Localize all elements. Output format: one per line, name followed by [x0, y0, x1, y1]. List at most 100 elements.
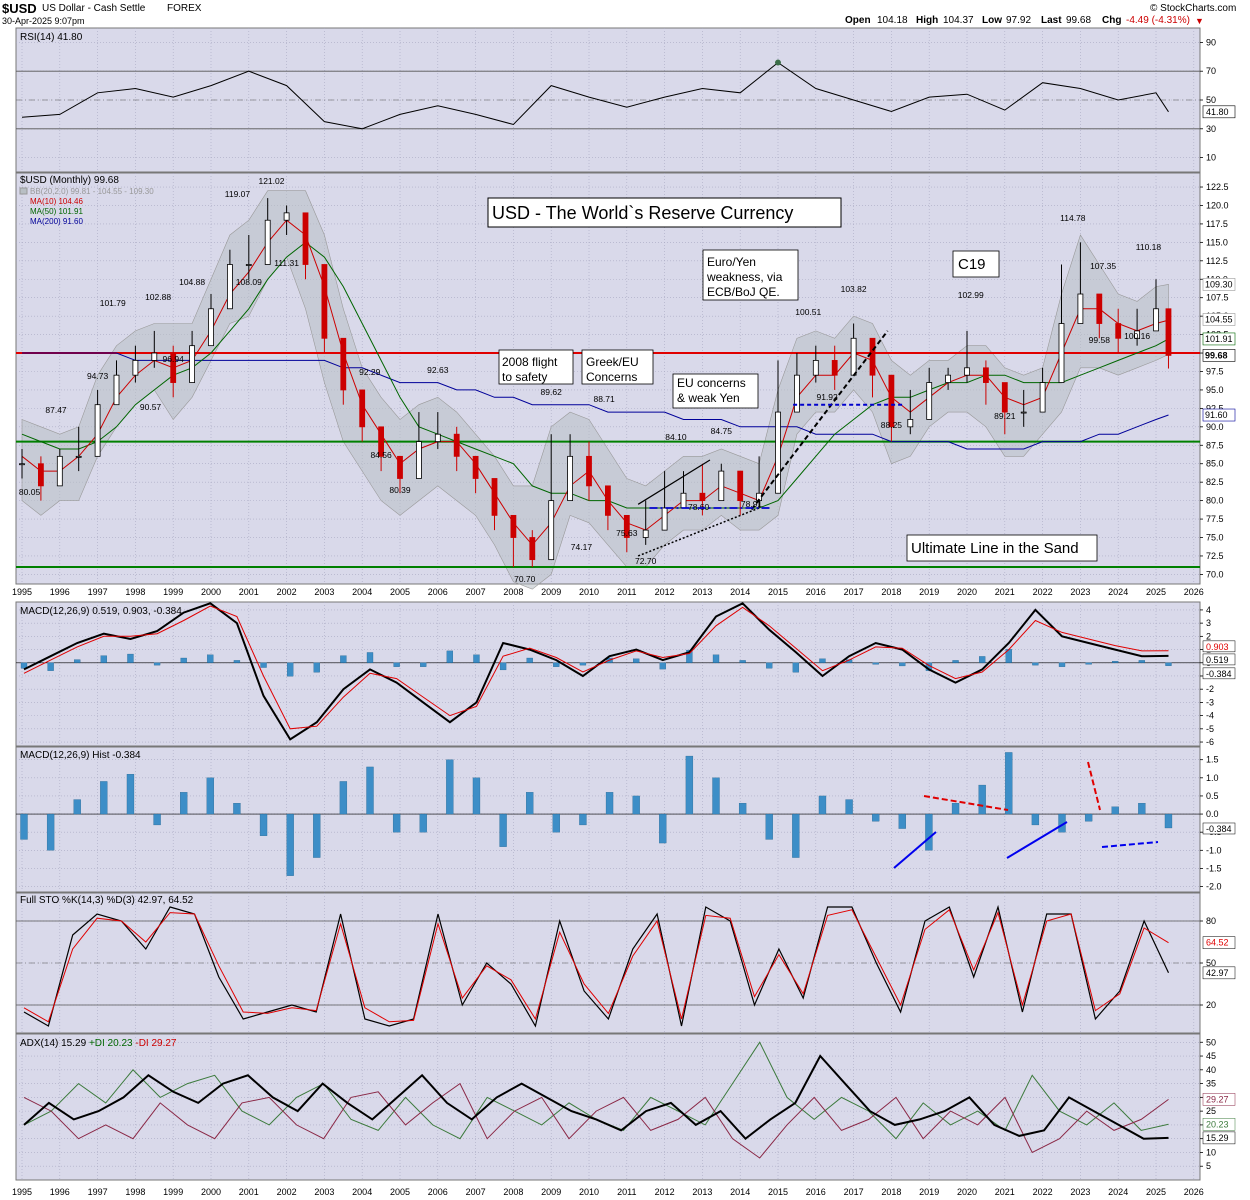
open-label: Open: [845, 15, 871, 26]
adx-panel-bg: [15, 1033, 1201, 1181]
price-legend-item: BB(20,2.0) 99.81 - 104.55 - 109.30: [30, 187, 154, 196]
x-axis-label: 2015: [768, 587, 788, 597]
y-tick-label: 80: [1206, 916, 1216, 926]
price-level-annotation: 99.58: [1089, 335, 1111, 345]
price-candle: [472, 455, 479, 479]
price-level-annotation: 88.71: [593, 394, 615, 404]
last-label: Last: [1041, 15, 1062, 26]
price-label: 101.91: [1205, 334, 1233, 344]
hist-panel-bg: [15, 746, 1201, 893]
price-level-annotation: 102.88: [145, 292, 171, 302]
flight-callout-box: [498, 349, 574, 385]
price-candle: [491, 478, 498, 516]
price-candle: [415, 441, 422, 479]
macd-histogram-bar: [180, 657, 187, 663]
open-value: 104.18: [877, 15, 908, 26]
sto-d-line: [23, 908, 1169, 1023]
x-axis-label: 2015: [768, 1187, 788, 1197]
adx-last-value-box: [1202, 1118, 1236, 1131]
hist-bar: [872, 813, 880, 822]
macd-histogram-bar: [446, 650, 454, 663]
macd-histogram-bar: [1032, 662, 1039, 666]
x-axis-label: 2021: [995, 587, 1015, 597]
instrument-name: US Dollar - Cash Settle: [42, 3, 146, 14]
y-tick-label: 20: [1206, 1000, 1216, 1010]
macd-histogram-bar: [473, 654, 480, 663]
x-axis-label: 1995: [12, 1187, 32, 1197]
price-candle: [321, 264, 328, 339]
hist-bar: [100, 781, 108, 815]
hist-panel: 1.51.00.50.0-0.5-1.0-1.5-2.0MACD(12,26,9…: [15, 746, 1236, 893]
macd-histogram-bar: [153, 662, 161, 666]
price-candle: [378, 426, 385, 457]
divergence-blue-line-3: [1101, 841, 1159, 848]
x-axis-label: 2004: [352, 1187, 372, 1197]
price-candle: [170, 352, 177, 383]
y-tick-label: 87.5: [1206, 440, 1224, 450]
price-candle: [1001, 382, 1008, 413]
price-candle: [510, 514, 517, 538]
high-label: High: [916, 15, 939, 26]
price-level-annotation: 70.70: [514, 574, 536, 584]
y-tick-label: 107.5: [1206, 293, 1229, 303]
y-tick-label: 40: [1206, 1065, 1216, 1075]
x-axis-label: 2018: [881, 1187, 901, 1197]
line-in-sand-callout: Ultimate Line in the Sand: [911, 540, 1079, 557]
down-arrow-icon: ▼: [1195, 16, 1204, 26]
macd-histogram-bar: [952, 660, 959, 663]
hist-last-value: -0.384: [1206, 824, 1232, 834]
y-tick-label: 30: [1206, 124, 1216, 134]
sto-last-value-box: [1202, 936, 1236, 949]
symbol: $USD: [2, 1, 37, 16]
hist-bar: [313, 813, 321, 858]
price-candle: [113, 374, 120, 406]
euro-yen-callout: Euro/Yen weakness, via ECB/BoJ QE.: [706, 255, 783, 299]
price-level-annotation: 89.62: [541, 387, 563, 397]
macd-histogram-bar: [659, 662, 666, 670]
y-tick-label: 90.0: [1206, 422, 1224, 432]
price-candle: [1096, 293, 1103, 324]
price-level-annotation: 75.63: [616, 528, 638, 538]
macd-histogram-bar: [393, 662, 400, 667]
hist-bar: [579, 813, 587, 826]
price-candle: [226, 264, 233, 310]
price-candle: [283, 212, 290, 221]
price-candle: [605, 485, 611, 516]
macd-histogram-bar: [712, 654, 720, 663]
hist-bar: [1084, 813, 1093, 822]
adx-last-value: 29.27: [1206, 1094, 1229, 1104]
x-axis-label: 2007: [466, 1187, 486, 1197]
hist-bar: [526, 792, 534, 815]
price-candle: [642, 529, 649, 538]
price-candle: [907, 419, 914, 428]
price-level-annotation: 80.39: [389, 485, 411, 495]
sto-last-value: 42.97: [1206, 968, 1229, 978]
hist-bar: [419, 813, 427, 833]
hist-bar: [180, 792, 188, 815]
c19-callout-box: [952, 250, 1000, 278]
y-tick-label: 80.0: [1206, 496, 1224, 506]
hist-bar: [1164, 813, 1173, 829]
price-level-annotation: 94.73: [87, 371, 109, 381]
eu-yen-callout-box: [672, 373, 759, 409]
x-axis-label: 2014: [730, 1187, 750, 1197]
hist-bar: [259, 813, 268, 836]
macd-histogram-bar: [366, 652, 374, 663]
y-tick-label: 115.0: [1206, 237, 1228, 247]
macd-histogram-bar: [633, 658, 640, 663]
macd-histogram-bar: [74, 659, 81, 663]
y-tick-label: 117.5: [1206, 219, 1228, 229]
price-candle: [302, 212, 309, 265]
rsi-panel: 90 70 50 30 10 RSI(14) 41.80 41.80: [15, 27, 1236, 173]
macd-histogram-bar: [340, 655, 347, 663]
y-tick-label: -5: [1206, 724, 1214, 734]
hist-bar: [366, 766, 374, 815]
price-candle: [340, 337, 347, 391]
price-candle: [850, 337, 857, 376]
y-tick-label: 25: [1206, 1106, 1216, 1116]
x-axis-label: 2003: [314, 1187, 334, 1197]
macd-histogram-bar: [1112, 661, 1119, 663]
x-axis-label: 2021: [995, 1187, 1015, 1197]
y-tick-label: -1.0: [1206, 845, 1222, 855]
